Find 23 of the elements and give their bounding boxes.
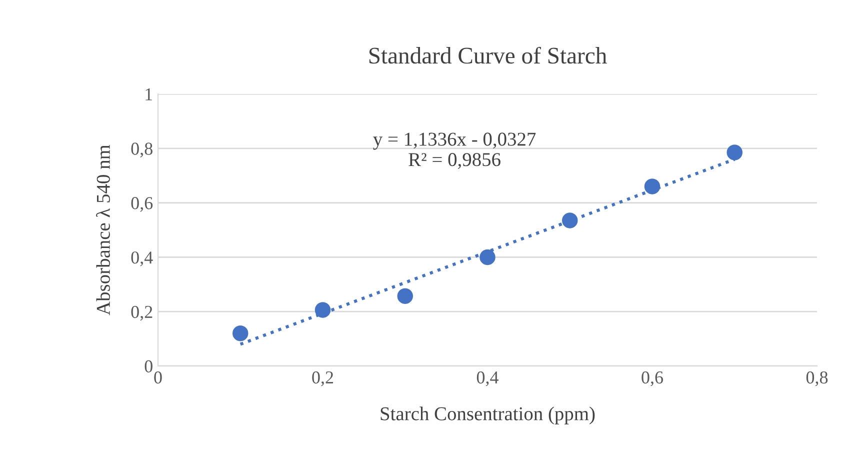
x-tick-label: 0,6 xyxy=(642,371,663,386)
point xyxy=(314,302,331,318)
x-tick-label: 0,2 xyxy=(312,371,334,386)
annotation: R² = 0,9856 xyxy=(408,153,500,169)
y-tick-label: 0,2 xyxy=(131,306,152,321)
x-tick-label: 0 xyxy=(154,371,162,384)
y-axis-title: Absorbance λ 540 nm xyxy=(96,144,110,316)
x-axis-title: Starch Consentration (ppm) xyxy=(380,406,595,424)
y-tick-label: 1 xyxy=(146,88,152,100)
point xyxy=(726,144,742,160)
y-tick-label: 0,8 xyxy=(131,142,152,158)
point xyxy=(232,325,248,342)
y-tick-label: 0,4 xyxy=(131,251,153,266)
y-tick-label: 0 xyxy=(144,360,152,372)
chart-title: Standard Curve of Starch xyxy=(369,46,607,64)
y-tick-label: 0,6 xyxy=(131,197,153,212)
point xyxy=(562,212,578,228)
point xyxy=(480,249,496,266)
x-tick-label: 0,4 xyxy=(476,371,499,386)
point xyxy=(397,288,413,304)
x-tick-label: 0,8 xyxy=(806,371,828,386)
point xyxy=(644,178,660,194)
annotation: y = 1,1336x - 0,0327 xyxy=(373,132,536,150)
